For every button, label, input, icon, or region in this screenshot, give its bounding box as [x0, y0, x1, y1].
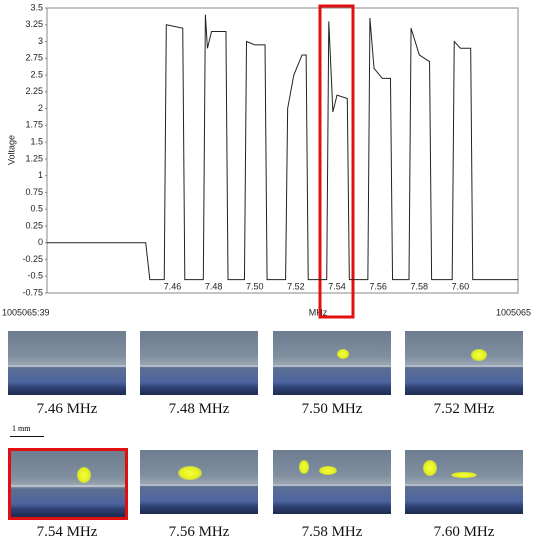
photo — [273, 450, 391, 514]
y-tick-label: 2 — [38, 103, 43, 113]
scale-bar-label: 1 mm — [12, 424, 31, 433]
photo — [140, 331, 258, 395]
x-tick-label: 7.54 — [328, 281, 346, 291]
x-tick-label: 7.60 — [452, 281, 470, 291]
photo — [8, 331, 126, 395]
y-tick-label: -0.75 — [22, 287, 43, 297]
y-tick-label: 0.5 — [30, 204, 43, 214]
y-tick-label: 2.75 — [25, 53, 43, 63]
caption: 7.60 MHz — [433, 524, 495, 540]
y-tick-label: -0.5 — [27, 271, 43, 281]
caption: 7.52 MHz — [433, 401, 495, 417]
y-tick-label: 0 — [38, 237, 43, 247]
highlight-box — [318, 4, 355, 319]
caption: 7.50 MHz — [301, 401, 363, 417]
chart: Voltage MHz 1005065:39 1005065 -0.75 -0.5… — [2, 2, 531, 319]
photo — [8, 448, 128, 520]
y-tick-label: 1 — [38, 170, 43, 180]
photo — [405, 450, 523, 514]
x-axis-label: MHz — [309, 307, 328, 317]
x-tick-label: 7.48 — [205, 281, 223, 291]
voltage-line — [47, 14, 518, 281]
x-start-label: 1005065:39 — [2, 307, 50, 317]
y-tick-label: 3.25 — [25, 19, 43, 29]
y-tick-label: 0.25 — [25, 220, 43, 230]
y-tick-label: -0.25 — [22, 254, 43, 264]
y-axis-label: Voltage — [6, 135, 16, 165]
caption: 7.58 MHz — [301, 524, 363, 540]
caption: 7.54 MHz — [36, 524, 98, 540]
caption: 7.48 MHz — [168, 401, 230, 417]
y-tick-label: 1.25 — [25, 153, 43, 163]
y-tick-label: 0.75 — [25, 187, 43, 197]
y-tick-label: 3.5 — [30, 2, 43, 12]
photo — [405, 331, 523, 395]
y-tick-label: 2.5 — [30, 69, 43, 79]
plot-frame — [46, 7, 519, 294]
y-tick-label: 1.75 — [25, 120, 43, 130]
y-tick-label: 3 — [38, 36, 43, 46]
y-tick-label: 1.5 — [30, 136, 43, 146]
caption: 7.46 MHz — [36, 401, 98, 417]
x-tick-label: 7.46 — [164, 281, 182, 291]
x-tick-label: 7.56 — [369, 281, 387, 291]
x-tick-label: 7.52 — [287, 281, 305, 291]
caption: 7.56 MHz — [168, 524, 230, 540]
x-tick-label: 7.58 — [411, 281, 429, 291]
photo — [273, 331, 391, 395]
photo — [140, 450, 258, 514]
y-tick-label: 2.25 — [25, 86, 43, 96]
x-tick-label: 7.50 — [246, 281, 264, 291]
x-end-label: 1005065 — [496, 307, 531, 317]
scale-bar — [10, 436, 44, 437]
